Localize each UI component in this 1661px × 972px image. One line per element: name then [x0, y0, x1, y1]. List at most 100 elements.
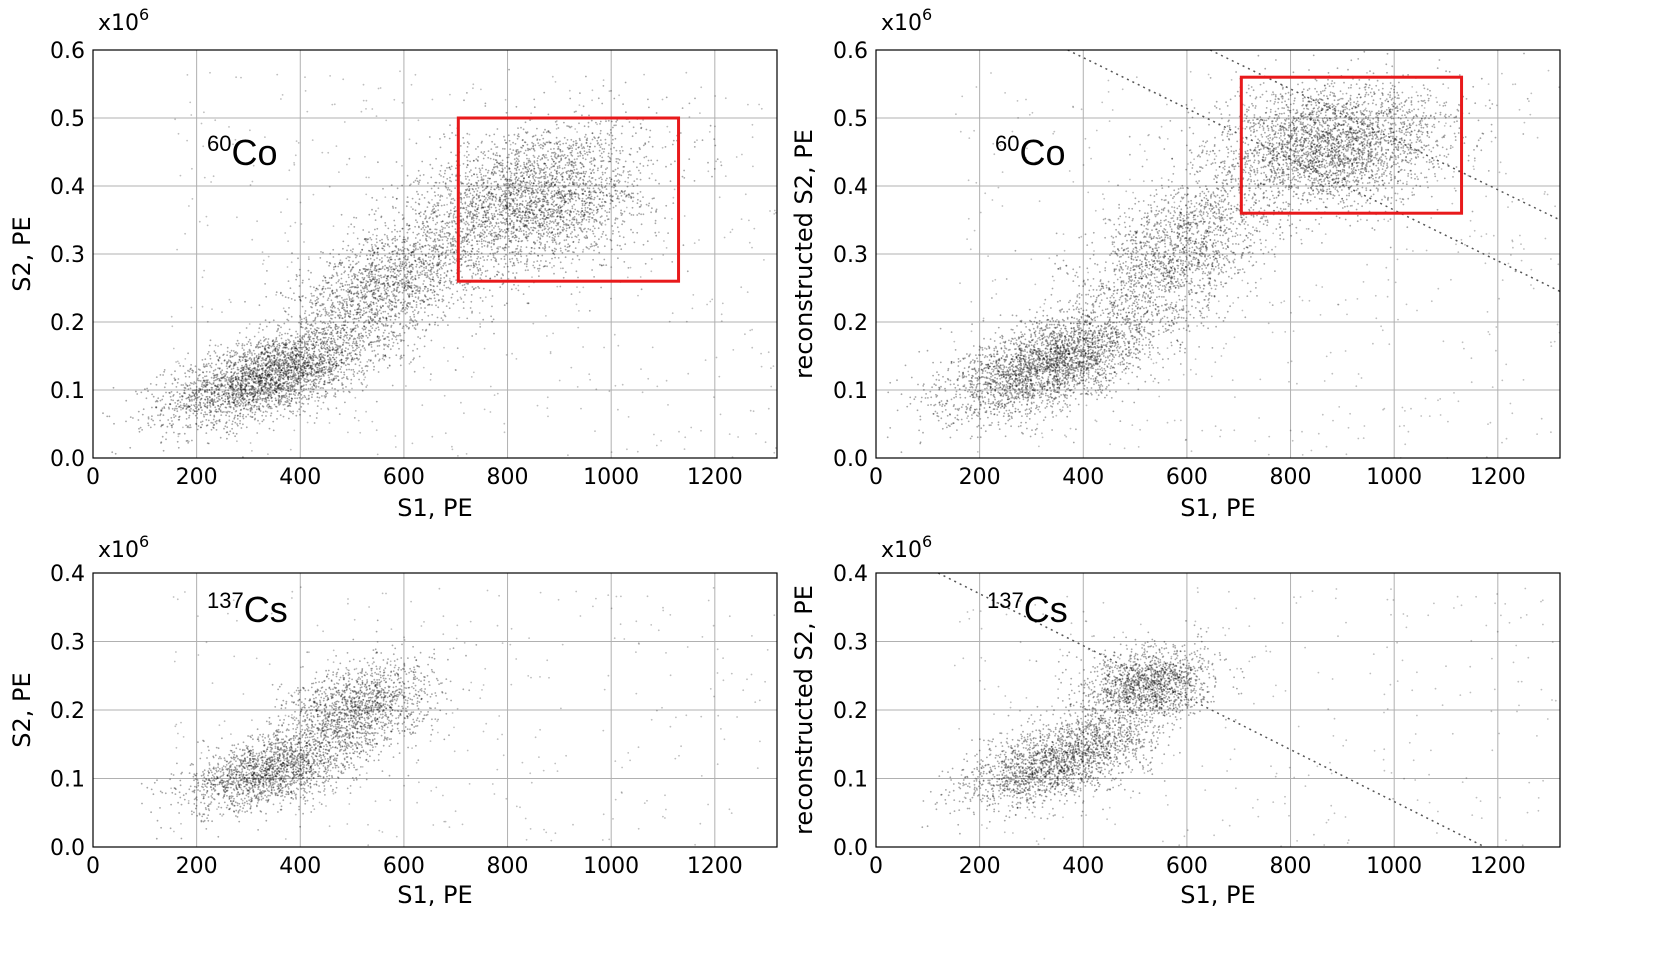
data-point [247, 409, 249, 411]
data-point [490, 259, 492, 261]
data-point [186, 440, 188, 442]
data-point [340, 283, 342, 285]
data-point [248, 376, 250, 378]
data-point [285, 389, 287, 391]
data-point [378, 336, 380, 338]
data-point [226, 426, 228, 428]
data-point [311, 381, 313, 383]
data-point [235, 384, 237, 386]
data-point [384, 222, 386, 224]
data-point [428, 256, 430, 258]
data-point [377, 248, 379, 250]
data-point [184, 392, 186, 394]
data-point [313, 312, 315, 314]
data-point [414, 319, 416, 321]
data-point [242, 402, 244, 404]
data-point [301, 391, 303, 393]
data-point [281, 397, 283, 399]
data-point [262, 370, 264, 372]
data-point [434, 291, 436, 293]
data-point [343, 374, 345, 376]
data-point [372, 295, 374, 297]
data-point [376, 323, 378, 325]
data-point [340, 264, 342, 266]
data-point [416, 306, 418, 308]
data-point [282, 372, 284, 374]
data-point [460, 246, 462, 248]
data-point [192, 413, 194, 415]
data-point [366, 303, 368, 305]
data-point [337, 347, 339, 349]
data-point [222, 354, 224, 356]
data-point [347, 357, 349, 359]
data-point [476, 253, 478, 255]
data-point [358, 272, 360, 274]
data-point [291, 376, 293, 378]
data-point [226, 363, 228, 365]
data-point [243, 367, 245, 369]
data-point [253, 401, 255, 403]
data-point [386, 293, 388, 295]
data-point [236, 343, 238, 345]
data-point [418, 233, 420, 235]
data-point [330, 334, 332, 336]
data-point [398, 317, 400, 319]
data-point [345, 386, 347, 388]
data-point [223, 411, 225, 413]
data-point [297, 367, 299, 369]
data-point [343, 340, 345, 342]
data-point [300, 324, 302, 326]
data-point [264, 283, 266, 285]
data-point [402, 304, 404, 306]
data-point [471, 294, 473, 296]
data-point [174, 409, 176, 411]
data-point [471, 175, 473, 177]
data-point [295, 361, 297, 363]
data-point [299, 380, 301, 382]
data-point [221, 398, 223, 400]
data-point [333, 395, 335, 397]
data-point [333, 266, 335, 268]
data-point [281, 376, 283, 378]
data-point [255, 399, 257, 401]
data-point [453, 257, 455, 259]
data-point [295, 337, 297, 339]
data-point [312, 325, 314, 327]
data-point [298, 322, 300, 324]
data-point [640, 204, 642, 206]
data-point [161, 399, 163, 401]
data-point [432, 292, 434, 294]
data-point [184, 433, 186, 435]
data-point [376, 308, 378, 310]
data-point [259, 374, 261, 376]
data-point [215, 345, 217, 347]
data-point [418, 296, 420, 298]
data-point [376, 257, 378, 259]
data-point [471, 277, 473, 279]
data-point [379, 345, 381, 347]
data-point [334, 368, 336, 370]
data-point [340, 315, 342, 317]
data-point [405, 307, 407, 309]
data-point [601, 157, 603, 159]
data-point [193, 383, 195, 385]
data-point [407, 293, 409, 295]
data-point [265, 370, 267, 372]
data-point [300, 375, 302, 377]
data-point [307, 403, 309, 405]
data-point [345, 332, 347, 334]
data-point [421, 266, 423, 268]
data-point [282, 367, 284, 369]
data-point [321, 367, 323, 369]
data-point [237, 367, 239, 369]
data-point [265, 378, 267, 380]
data-point [216, 389, 218, 391]
data-point [444, 314, 446, 316]
data-point [204, 358, 206, 360]
data-point [415, 275, 417, 277]
data-point [224, 380, 226, 382]
data-point [371, 209, 373, 211]
data-point [414, 260, 416, 262]
data-point [319, 257, 321, 259]
data-point [313, 359, 315, 361]
